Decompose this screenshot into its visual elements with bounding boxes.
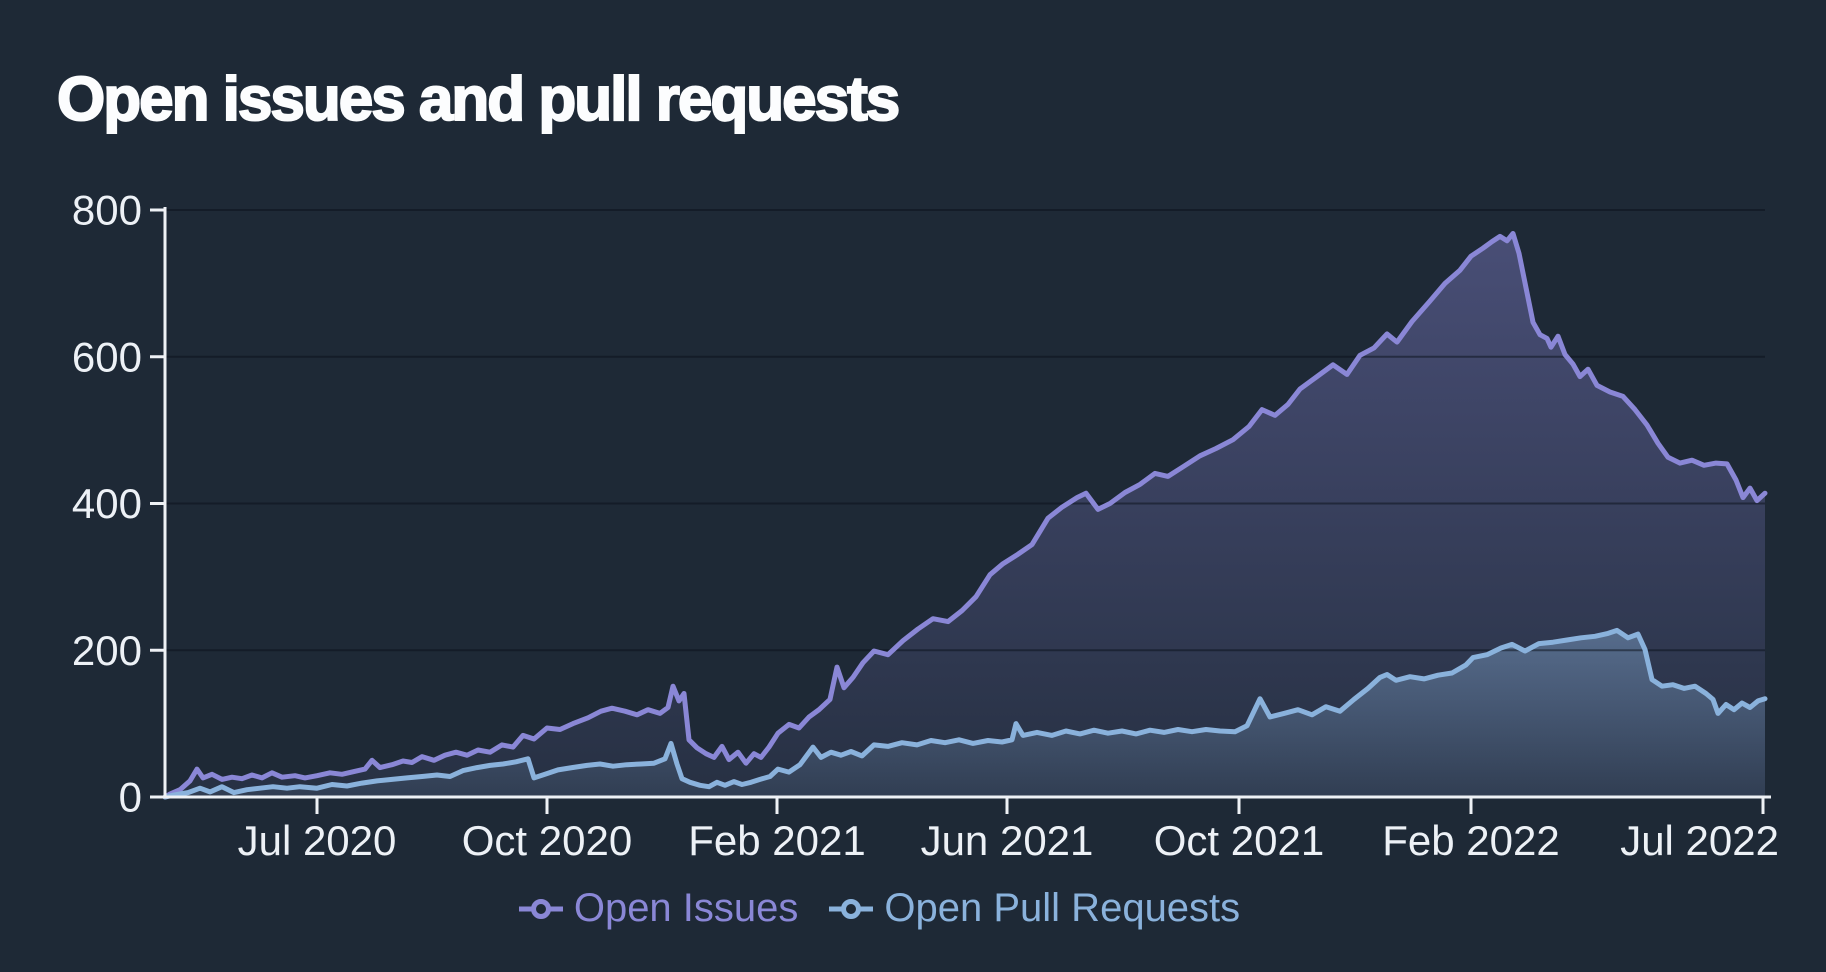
y-axis-label: 200 bbox=[72, 627, 142, 674]
x-axis-label: Oct 2021 bbox=[1154, 817, 1324, 864]
y-axis-label: 800 bbox=[72, 187, 142, 234]
x-axis-label: Jul 2022 bbox=[1620, 817, 1779, 864]
x-axis-label: Jun 2021 bbox=[921, 817, 1094, 864]
x-axis-label: Feb 2022 bbox=[1382, 817, 1559, 864]
y-axis-label: 600 bbox=[72, 333, 142, 380]
legend: Open Issues Open Pull Requests bbox=[0, 886, 1758, 931]
legend-label: Open Pull Requests bbox=[884, 886, 1241, 930]
legend-label: Open Issues bbox=[573, 886, 799, 930]
area-open-pull-requests bbox=[165, 630, 1765, 797]
x-axis-label: Feb 2021 bbox=[688, 817, 865, 864]
legend-item-open-pull-requests[interactable]: Open Pull Requests bbox=[828, 886, 1240, 931]
y-axis-label: 400 bbox=[72, 480, 142, 527]
series-marker-icon bbox=[518, 898, 563, 919]
line-open-issues bbox=[162, 231, 1768, 800]
x-axis-label: Oct 2020 bbox=[462, 817, 632, 864]
legend-item-open-issues[interactable]: Open Issues bbox=[518, 886, 799, 931]
line-open-pull-requests bbox=[162, 627, 1768, 800]
y-axis-label: 0 bbox=[119, 774, 142, 821]
page-title: Open issues and pull requests bbox=[56, 64, 901, 135]
series-marker-icon bbox=[829, 898, 874, 919]
area-open-issues bbox=[165, 233, 1765, 797]
x-axis-label: Jul 2020 bbox=[238, 817, 397, 864]
